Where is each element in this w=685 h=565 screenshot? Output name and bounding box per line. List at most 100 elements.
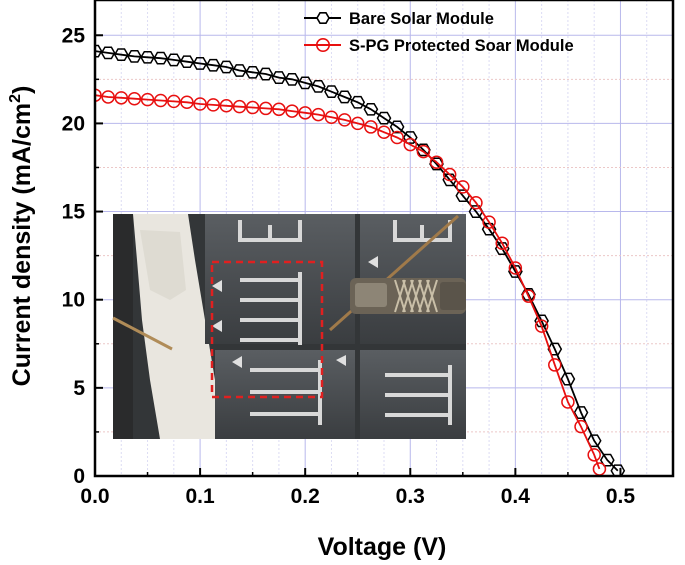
data-point (548, 358, 562, 372)
x-tick-label: 0.2 (291, 485, 320, 508)
data-point (284, 72, 300, 86)
y-tick-label: 10 (62, 289, 85, 312)
data-point (167, 94, 181, 109)
data-point (324, 85, 339, 99)
data-point (272, 102, 286, 117)
data-point (376, 111, 392, 125)
legend-item-spg: S-PG Protected Soar Module (304, 37, 574, 55)
data-point (113, 48, 129, 62)
ticks: 0.0 0.1 0.2 0.3 0.4 0.5 0 5 10 15 20 25 (62, 24, 674, 508)
data-point (114, 91, 129, 105)
y-axis-title-close: ) (8, 86, 36, 94)
data-point (140, 50, 155, 64)
data-point (206, 98, 220, 112)
data-point (494, 242, 510, 255)
data-point (166, 53, 182, 67)
data-point (219, 99, 234, 113)
y-tick-label: 20 (62, 112, 85, 135)
data-point (245, 65, 260, 79)
data-point (469, 195, 483, 210)
data-point (337, 113, 352, 127)
data-point (390, 130, 404, 145)
data-point (95, 44, 103, 58)
y-tick-label: 0 (73, 465, 85, 488)
data-point (350, 95, 366, 109)
data-point (442, 167, 457, 182)
data-point (311, 107, 326, 122)
hexagon-marker-icon (316, 12, 330, 25)
circle-marker-icon (315, 37, 330, 52)
legend-label-spg: S-PG Protected Soar Module (349, 37, 574, 55)
data-point (561, 395, 575, 409)
legend-item-bare: Bare Solar Module (304, 10, 494, 28)
data-point (297, 76, 313, 90)
y-tick-label: 5 (73, 377, 85, 400)
data-point (495, 236, 509, 251)
series-1 (95, 88, 607, 476)
x-tick-label: 0.3 (396, 485, 425, 508)
x-axis-title: Voltage (V) (318, 533, 447, 561)
data-point (521, 289, 536, 303)
plot-frame (93, 0, 675, 478)
data-point (219, 60, 234, 74)
data-point (364, 120, 378, 134)
data-point (429, 157, 444, 171)
data-point (298, 106, 312, 120)
data-point (140, 92, 155, 107)
data-point (179, 55, 195, 69)
y-tick-label: 25 (62, 24, 86, 47)
y-axis-title-main: Current density (mA/cm (8, 103, 36, 386)
x-tick-label: 0.5 (606, 485, 636, 508)
series-0 (95, 44, 626, 476)
legend: Bare Solar Module S-PG Protected Soar Mo… (304, 10, 574, 55)
data-point (193, 97, 207, 111)
data-point (205, 58, 221, 72)
x-tick-label: 0.0 (80, 485, 109, 508)
inset-photo (112, 214, 466, 439)
data-point (258, 67, 274, 81)
data-point (363, 102, 379, 116)
data-point (245, 100, 260, 115)
series-layer (95, 44, 626, 476)
data-point (534, 314, 549, 328)
data-point (192, 57, 208, 70)
data-point (337, 90, 352, 104)
data-point (100, 46, 116, 60)
y-axis-title: Current density (mA/cm2) (7, 86, 36, 387)
data-point (416, 144, 431, 159)
data-point (442, 173, 458, 187)
y-tick-label: 15 (62, 201, 86, 224)
data-point (377, 125, 391, 139)
data-point (534, 319, 549, 333)
data-point (180, 95, 194, 110)
series-line (95, 50, 619, 472)
data-point (456, 180, 470, 194)
data-point (101, 90, 115, 104)
data-point (587, 448, 601, 462)
data-point (481, 222, 497, 236)
data-point (560, 372, 576, 386)
data-point (127, 91, 142, 106)
data-point (610, 464, 626, 476)
data-point (232, 64, 247, 77)
data-point (324, 110, 339, 124)
y-axis-title-superscript: 2 (7, 94, 24, 103)
data-point (574, 419, 588, 434)
data-point (271, 71, 287, 84)
data-point (482, 215, 496, 229)
data-point (153, 51, 169, 65)
data-point (310, 80, 326, 93)
legend-label-bare: Bare Solar Module (349, 10, 494, 28)
data-point (95, 88, 102, 102)
data-point (508, 265, 523, 278)
x-tick-label: 0.4 (501, 485, 531, 508)
data-point (259, 101, 273, 116)
data-point (429, 155, 444, 169)
data-point (127, 50, 142, 63)
data-point (547, 342, 563, 356)
data-point (285, 104, 299, 118)
data-point (350, 116, 365, 131)
data-point (599, 453, 615, 467)
data-point (153, 93, 168, 108)
